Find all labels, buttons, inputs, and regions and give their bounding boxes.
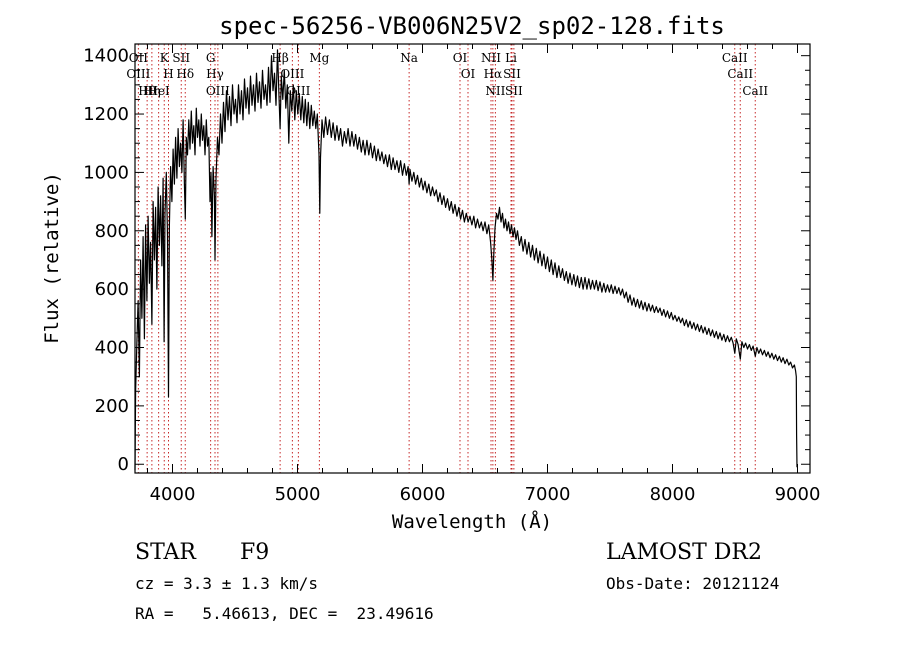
- line-label: OIII: [126, 67, 150, 81]
- line-label: Hδ: [176, 67, 194, 81]
- spectral-subclass: F9: [240, 540, 270, 565]
- spectral-line-markers: [137, 44, 756, 473]
- coordinates: RA = 5.46613, DEC = 23.49616: [135, 604, 434, 623]
- y-tick-label: 0: [118, 454, 129, 475]
- y-tick-label: 800: [95, 221, 129, 242]
- object-class: STAR: [135, 540, 196, 565]
- line-label: Mg: [309, 51, 329, 65]
- y-axis-ticks: 0 200 400 600 800 1000 1200 1400: [83, 46, 810, 475]
- line-label: NII: [481, 51, 501, 65]
- line-label: OIII: [206, 84, 230, 98]
- y-tick-label: 1200: [83, 104, 129, 125]
- line-label: Hα: [484, 67, 503, 81]
- line-label: Hθ: [138, 84, 156, 98]
- line-label: Li: [505, 51, 517, 65]
- redshift-value: cz = 3.3 ± 1.3 km/s: [135, 574, 319, 593]
- line-label: OI: [453, 51, 468, 65]
- x-axis-ticks: 4000 5000 6000 7000 8000 9000: [147, 44, 821, 505]
- line-label: OII: [129, 51, 149, 65]
- survey-name: LAMOST DR2: [606, 540, 762, 565]
- x-tick-label: 5000: [275, 484, 321, 505]
- line-label: SII: [172, 51, 190, 65]
- line-label: K: [160, 51, 170, 65]
- y-tick-label: 200: [95, 396, 129, 417]
- line-label: Hη: [143, 84, 161, 98]
- spectrum-line: [134, 49, 798, 471]
- x-tick-label: 9000: [775, 484, 821, 505]
- x-tick-label: 8000: [650, 484, 696, 505]
- line-label: SII: [505, 84, 523, 98]
- line-label: Hβ: [271, 51, 288, 65]
- line-label: Na: [400, 51, 418, 65]
- line-label: CaII: [742, 84, 768, 98]
- line-label: OIII: [280, 67, 304, 81]
- line-label: CaII: [727, 67, 753, 81]
- line-label: OI: [461, 67, 476, 81]
- x-tick-label: 4000: [150, 484, 196, 505]
- x-tick-label: 6000: [400, 484, 446, 505]
- spectral-line-labels: OIIOIIIHθHηHeIKHSIIHδGHγOIIIHβOIIIOIIIMg…: [126, 51, 768, 98]
- line-label: HeI: [147, 84, 170, 98]
- chart-title: spec-56256-VB006N25V2_sp02-128.fits: [219, 12, 725, 40]
- line-label: Hγ: [206, 67, 224, 81]
- line-label: G: [206, 51, 216, 65]
- y-tick-label: 1000: [83, 162, 129, 183]
- y-tick-label: 1400: [83, 46, 129, 67]
- line-label: H: [163, 67, 173, 81]
- x-axis-label: Wavelength (Å): [392, 510, 552, 533]
- y-axis-label: Flux (relative): [41, 172, 63, 344]
- y-tick-label: 600: [95, 279, 129, 300]
- observation-date: Obs-Date: 20121124: [606, 574, 780, 593]
- line-label: CaII: [722, 51, 748, 65]
- line-label: NII: [485, 84, 505, 98]
- y-tick-label: 400: [95, 338, 129, 359]
- line-label: SII: [503, 67, 521, 81]
- x-tick-label: 7000: [525, 484, 571, 505]
